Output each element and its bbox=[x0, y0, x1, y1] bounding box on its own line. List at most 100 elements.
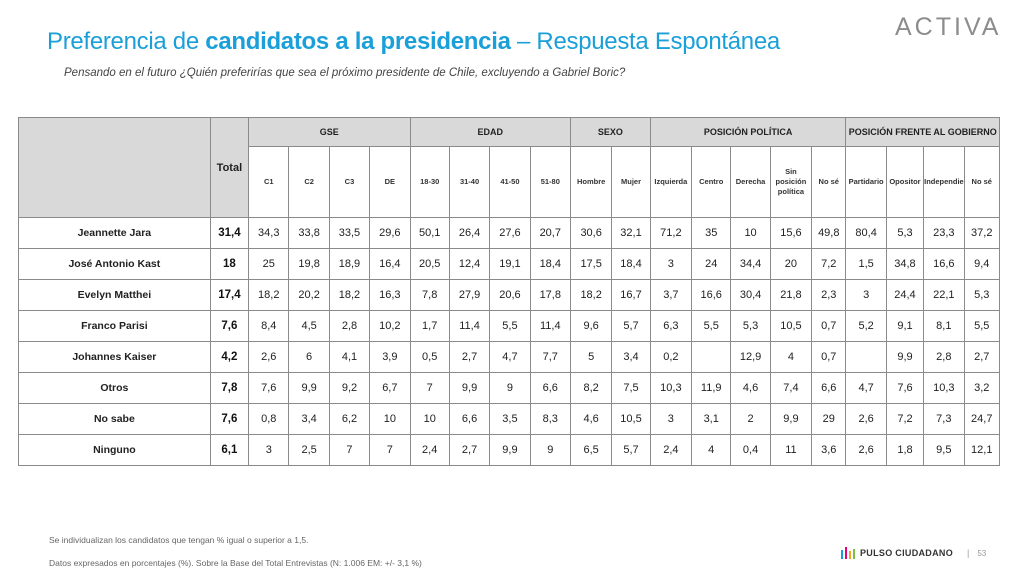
logo-text: ACTIVA bbox=[895, 13, 1001, 40]
value-cell: 3,9 bbox=[369, 341, 411, 373]
total-cell: 18 bbox=[209, 248, 250, 280]
value-cell: 17,5 bbox=[569, 248, 613, 280]
value-cell: 12,9 bbox=[730, 341, 771, 373]
value-cell: 9,2 bbox=[328, 372, 371, 404]
value-cell: 6,6 bbox=[529, 372, 571, 404]
value-cell: 3 bbox=[845, 279, 887, 311]
value-cell: 34,8 bbox=[885, 248, 925, 280]
total-cell: 6,1 bbox=[209, 434, 250, 466]
value-cell: 2 bbox=[730, 403, 771, 435]
value-cell: 10,3 bbox=[649, 372, 693, 404]
value-cell: 9,1 bbox=[885, 310, 925, 342]
group-header-posicion-gobierno: POSICIÓN FRENTE AL GOBIERNO bbox=[845, 117, 1000, 147]
value-cell: 18,2 bbox=[569, 279, 613, 311]
value-cell: 49,8 bbox=[811, 217, 847, 249]
title-part-2: candidatos a la presidencia bbox=[205, 28, 511, 55]
value-cell: 71,2 bbox=[649, 217, 693, 249]
value-cell: 2,4 bbox=[409, 434, 450, 466]
col-header: 51-80 bbox=[529, 146, 571, 218]
col-header: Independiente bbox=[923, 146, 965, 218]
total-cell: 4,2 bbox=[209, 341, 250, 373]
col-header: No sé bbox=[811, 146, 847, 218]
total-cell: 17,4 bbox=[209, 279, 250, 311]
value-cell: 7,2 bbox=[885, 403, 925, 435]
value-cell: 20,5 bbox=[409, 248, 450, 280]
value-cell: 8,3 bbox=[529, 403, 571, 435]
value-cell: 11,9 bbox=[691, 372, 732, 404]
value-cell: 7,2 bbox=[811, 248, 847, 280]
value-cell: 29 bbox=[811, 403, 847, 435]
value-cell: 8,4 bbox=[248, 310, 290, 342]
value-cell: 7,6 bbox=[248, 372, 290, 404]
value-cell: 1,5 bbox=[845, 248, 887, 280]
value-cell: 15,6 bbox=[769, 217, 813, 249]
col-header: Derecha bbox=[730, 146, 771, 218]
value-cell: 20,6 bbox=[489, 279, 531, 311]
value-cell: 4,7 bbox=[845, 372, 887, 404]
value-cell: 5,2 bbox=[845, 310, 887, 342]
value-cell: 26,4 bbox=[448, 217, 491, 249]
value-cell: 37,2 bbox=[963, 217, 1000, 249]
value-cell: 7,5 bbox=[611, 372, 651, 404]
candidate-name: Ninguno bbox=[18, 434, 211, 466]
value-cell: 34,3 bbox=[248, 217, 290, 249]
value-cell: 10 bbox=[730, 217, 771, 249]
value-cell: 3 bbox=[248, 434, 290, 466]
candidate-name: No sabe bbox=[18, 403, 211, 435]
value-cell: 2,7 bbox=[448, 341, 491, 373]
value-cell: 6 bbox=[288, 341, 330, 373]
table-row: Evelyn Matthei 17,4 18,2 20,2 18,2 16,3 7,8 27,… bbox=[18, 279, 1000, 311]
col-header: No sé bbox=[963, 146, 1000, 218]
candidate-name: Jeannette Jara bbox=[18, 217, 211, 249]
table-row: Jeannette Jara 31,4 34,3 33,8 33,5 29,6 50,1 26… bbox=[18, 217, 1000, 249]
group-header-sexo: SEXO bbox=[569, 117, 651, 147]
value-cell: 18,9 bbox=[328, 248, 371, 280]
value-cell: 6,5 bbox=[569, 434, 613, 466]
results-table: Total GSE EDAD SEXO POSICIÓN POLÍTICA PO… bbox=[18, 117, 1000, 466]
value-cell: 0,2 bbox=[649, 341, 693, 373]
title-part-1: Preferencia de bbox=[47, 28, 206, 55]
value-cell: 1,8 bbox=[885, 434, 925, 466]
value-cell: 19,8 bbox=[288, 248, 330, 280]
candidate-name: Franco Parisi bbox=[18, 310, 211, 342]
value-cell: 3 bbox=[649, 403, 693, 435]
value-cell: 5,5 bbox=[963, 310, 1000, 342]
value-cell: 7 bbox=[328, 434, 371, 466]
value-cell: 3 bbox=[649, 248, 693, 280]
value-cell: 9,9 bbox=[769, 403, 813, 435]
table-row: Ninguno 6,1 3 2,5 7 7 2,4 2,7 9,9 9 6,5 5,7 2,4 4 0,4 1… bbox=[18, 434, 1000, 466]
footer-separator: | bbox=[967, 548, 970, 558]
value-cell: 9,9 bbox=[288, 372, 330, 404]
value-cell: 10 bbox=[409, 403, 450, 435]
value-cell: 4,6 bbox=[569, 403, 613, 435]
value-cell: 18,4 bbox=[611, 248, 651, 280]
value-cell: 27,6 bbox=[489, 217, 531, 249]
value-cell: 80,4 bbox=[845, 217, 887, 249]
value-cell: 7,6 bbox=[885, 372, 925, 404]
value-cell: 20 bbox=[769, 248, 813, 280]
value-cell: 0,7 bbox=[811, 310, 847, 342]
title-part-3: – Respuesta Espontánea bbox=[510, 28, 780, 55]
pulso-ciudadano-logo-icon bbox=[841, 547, 855, 559]
value-cell: 2,6 bbox=[248, 341, 290, 373]
value-cell: 2,8 bbox=[923, 341, 965, 373]
value-cell: 0,5 bbox=[409, 341, 450, 373]
value-cell: 2,5 bbox=[288, 434, 330, 466]
value-cell: 27,9 bbox=[448, 279, 491, 311]
candidate-name: Johannes Kaiser bbox=[18, 341, 211, 373]
value-cell: 5,3 bbox=[730, 310, 771, 342]
value-cell: 6,6 bbox=[448, 403, 491, 435]
total-cell: 7,6 bbox=[209, 310, 250, 342]
value-cell: 3,1 bbox=[691, 403, 732, 435]
value-cell: 5,3 bbox=[885, 217, 925, 249]
value-cell: 4 bbox=[691, 434, 732, 466]
value-cell: 7,7 bbox=[529, 341, 571, 373]
table-row: No sabe 7,6 0,8 3,4 6,2 10 10 6,6 3,5 8,3 4,6 10,5 3… bbox=[18, 403, 1000, 435]
value-cell: 5,7 bbox=[611, 434, 651, 466]
value-cell: 3,7 bbox=[649, 279, 693, 311]
col-header: C1 bbox=[248, 146, 290, 218]
value-cell: 6,3 bbox=[649, 310, 693, 342]
value-cell: 10,5 bbox=[769, 310, 813, 342]
value-cell: 2,7 bbox=[448, 434, 491, 466]
value-cell: 3,4 bbox=[611, 341, 651, 373]
